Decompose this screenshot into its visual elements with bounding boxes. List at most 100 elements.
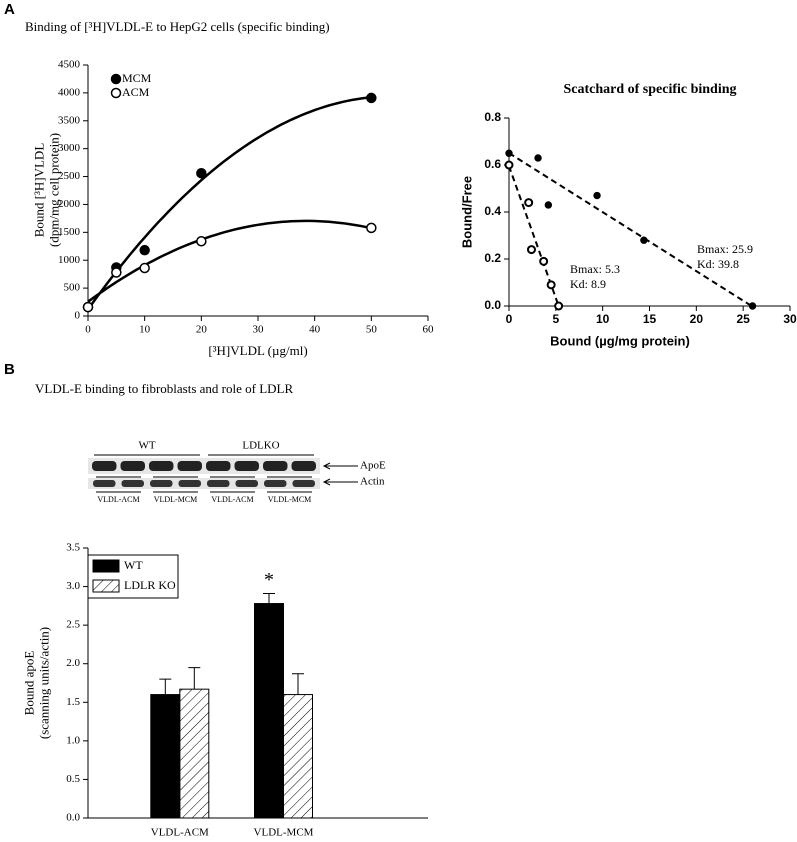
blot-band (120, 461, 145, 471)
x-tick-label: 25 (736, 312, 750, 326)
annotation: Kd: 8.9 (570, 277, 606, 291)
legend-label: ACM (122, 85, 150, 99)
y-tick-label: 3.5 (66, 542, 80, 554)
x-tick-label: 30 (783, 312, 797, 326)
legend-marker (110, 87, 122, 99)
y-axis-label: Bound apoE (21, 651, 36, 716)
western-blot: WT LDLKO VLDL-ACM VLDL-MCM VLDL-ACM VLDL-MCM A… (88, 440, 386, 504)
blot-band (121, 480, 144, 487)
y-tick-label: 3500 (58, 114, 81, 126)
y-tick-label: 0.2 (484, 251, 501, 265)
band-label: ApoE (360, 460, 386, 472)
annotation: Bmax: 5.3 (570, 262, 620, 276)
data-point (196, 167, 207, 179)
bar (179, 688, 210, 819)
x-tick-label: 15 (643, 312, 657, 326)
y-tick-label: 2.0 (66, 657, 80, 669)
group-label: WT (138, 440, 155, 452)
legend-label: LDLR KO (124, 578, 176, 592)
data-point (524, 198, 534, 208)
data-point (139, 262, 150, 274)
x-tick-label: 0 (506, 312, 513, 326)
error-bar (159, 678, 172, 695)
y-axis-label: (scanning units/actin) (36, 627, 51, 739)
data-point (748, 302, 757, 310)
blot-band (206, 461, 231, 471)
bar (150, 694, 181, 819)
y-tick-label: 1.0 (66, 734, 80, 746)
legend-label: WT (124, 558, 143, 572)
y-tick-label: 1000 (58, 254, 81, 266)
bar (283, 694, 313, 819)
y-tick-label: 0.5 (66, 773, 80, 785)
data-point (544, 201, 553, 209)
blot-band (150, 480, 173, 487)
y-tick-label: 4000 (58, 86, 81, 98)
data-point (546, 280, 556, 290)
blot-band (264, 480, 287, 487)
blot-band (177, 461, 202, 471)
y-axis-label: Bound [³H]VLDL (31, 143, 46, 238)
data-point (505, 149, 513, 157)
blot-strip (88, 478, 320, 489)
fit-curve (87, 219, 372, 303)
data-point (366, 222, 377, 234)
data-point (366, 92, 377, 104)
panel-label: A (4, 1, 15, 18)
blot-band (234, 461, 259, 471)
y-tick-label: 0.0 (66, 812, 80, 824)
lane-label: VLDL-MCM (154, 495, 198, 504)
annotation: Bmax: 25.9 (697, 242, 753, 256)
x-tick-label: 20 (690, 312, 704, 326)
data-point (526, 245, 536, 255)
y-tick-label: 1500 (58, 226, 81, 238)
blot-band (178, 480, 201, 487)
blot-strip (88, 458, 320, 474)
y-tick-label: 1.5 (66, 696, 80, 708)
y-tick-label: 0.4 (484, 204, 501, 218)
y-tick-label: 0.0 (484, 298, 501, 312)
x-tick-label: 20 (196, 324, 208, 336)
chart-title: Binding of [³H]VLDL-E to HepG2 cells (sp… (25, 19, 330, 34)
chart-title: Scatchard of specific binding (563, 82, 736, 97)
error-bar (263, 593, 275, 604)
arrow (322, 462, 358, 470)
x-tick-label: 50 (366, 324, 378, 336)
y-tick-label: 3.0 (66, 580, 80, 592)
data-point (539, 256, 549, 266)
legend-swatch (92, 579, 120, 593)
lane-label: VLDL-ACM (97, 495, 139, 504)
y-tick-label: 0.8 (484, 110, 501, 124)
legend-marker (110, 73, 122, 85)
data-point (554, 301, 564, 311)
lane-label: VLDL-ACM (211, 495, 253, 504)
x-tick-label: 60 (423, 324, 435, 336)
legend-swatch (92, 559, 120, 573)
y-tick-label: 3000 (58, 142, 81, 154)
data-point (196, 236, 207, 247)
y-tick-label: 2000 (58, 198, 81, 210)
y-tick-label: 0 (75, 310, 81, 322)
panel-label: B (4, 361, 15, 378)
bar (254, 603, 284, 819)
blot-band (292, 480, 315, 487)
annotation: * (264, 569, 274, 591)
x-tick-label: 10 (596, 312, 610, 326)
x-tick-label: 0 (85, 324, 91, 336)
fit-curve (86, 96, 372, 311)
blot-band (291, 461, 316, 471)
data-point (139, 244, 150, 256)
annotation: Kd: 39.8 (697, 257, 739, 271)
legend-label: MCM (122, 71, 152, 85)
fit-line (508, 152, 753, 307)
x-tick-label: 30 (253, 324, 265, 336)
y-axis-label: Bound/Free (459, 176, 474, 248)
y-tick-label: 2.5 (66, 619, 80, 631)
data-point (640, 236, 648, 244)
x-tick-label: 10 (139, 324, 151, 336)
band-label: Actin (360, 476, 385, 488)
y-tick-label: 500 (64, 282, 81, 294)
lane-label: VLDL-MCM (268, 495, 312, 504)
x-tick-label: 5 (552, 312, 559, 326)
